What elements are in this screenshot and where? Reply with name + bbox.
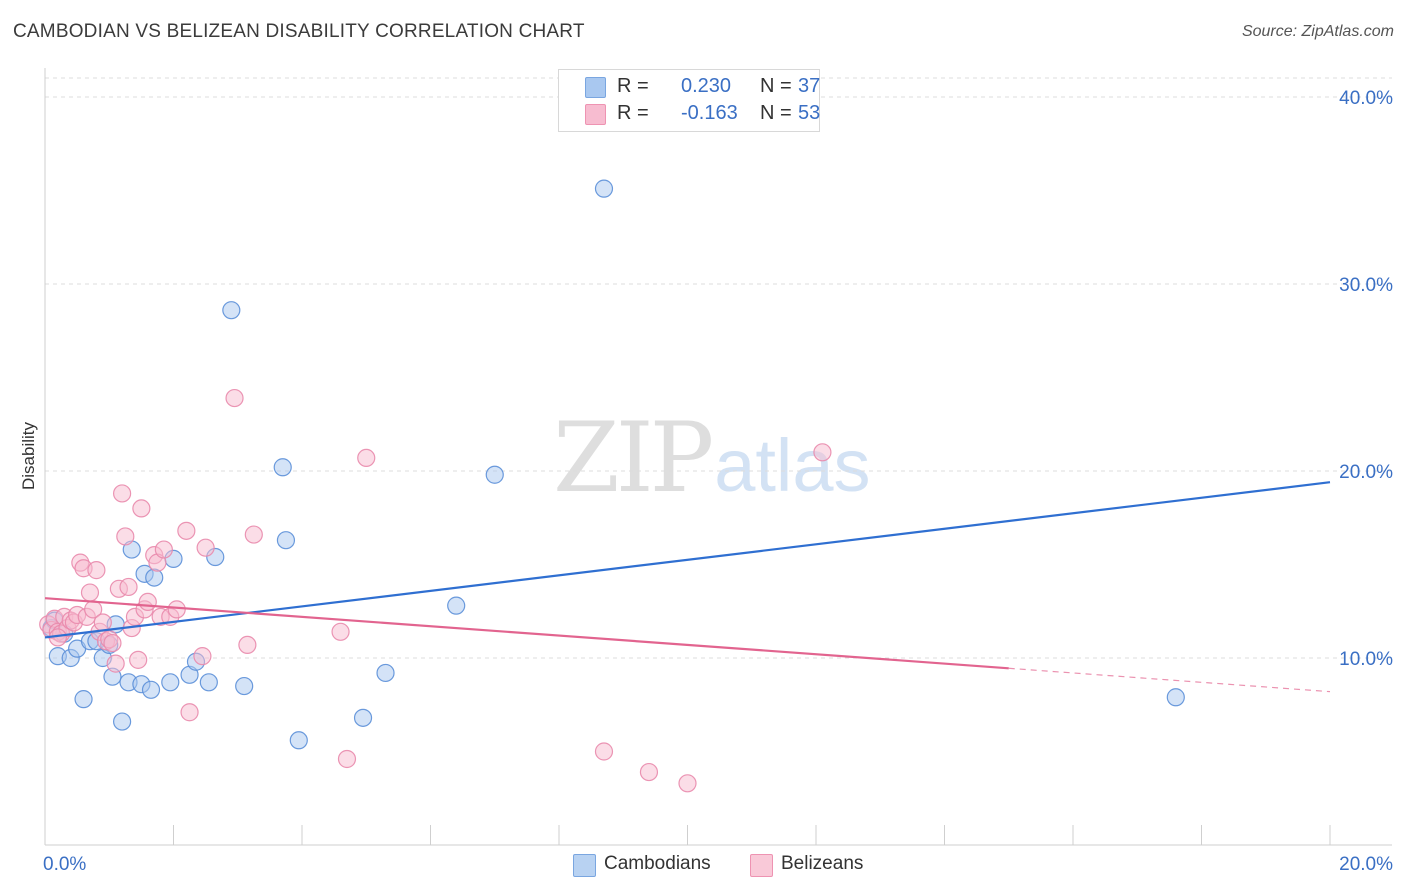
belizeans-point bbox=[331, 622, 350, 641]
belizeans-trend-line-extrapolated bbox=[1008, 667, 1331, 693]
legend-swatch-belizeans bbox=[750, 854, 773, 877]
cambodians-point bbox=[273, 458, 292, 477]
legend-r-value: 0.230 bbox=[681, 75, 732, 97]
belizeans-point bbox=[80, 583, 100, 602]
legend-r-label: R = bbox=[617, 75, 649, 97]
belizeans-point bbox=[813, 443, 832, 462]
belizeans-point bbox=[357, 448, 376, 468]
belizeans-point bbox=[196, 538, 215, 557]
belizeans-point bbox=[225, 388, 244, 408]
belizeans-point bbox=[116, 527, 135, 546]
y-tick-label: 30.0% bbox=[1339, 275, 1393, 296]
belizeans-point bbox=[112, 484, 132, 503]
y-axis-label: Disability bbox=[19, 421, 38, 490]
cambodians-point bbox=[145, 568, 164, 587]
belizeans-point bbox=[244, 525, 263, 544]
axes bbox=[44, 68, 1392, 846]
y-tick-label: 40.0% bbox=[1339, 88, 1393, 109]
x-tick-label: 20.0% bbox=[1339, 854, 1393, 875]
legend-label-cambodians: Cambodians bbox=[604, 853, 711, 874]
belizeans-point bbox=[87, 561, 106, 580]
x-tick-label: 0.0% bbox=[43, 854, 86, 875]
legend-r-value: -0.163 bbox=[681, 102, 738, 124]
belizeans-point bbox=[119, 577, 138, 597]
stats-legend: R = 0.230 N = 37 R = -0.163 N = 53 bbox=[558, 69, 820, 132]
cambodians-point bbox=[485, 465, 504, 484]
belizeans-point bbox=[337, 749, 357, 769]
grid-lines bbox=[45, 77, 1392, 659]
belizeans-point bbox=[103, 633, 122, 653]
legend-swatch-cambodians bbox=[573, 854, 596, 877]
belizeans-trend-line bbox=[44, 597, 1009, 670]
cambodians-point bbox=[353, 708, 373, 727]
y-tick-label: 10.0% bbox=[1339, 649, 1393, 670]
belizeans-point bbox=[193, 647, 212, 666]
trend-lines bbox=[44, 481, 1331, 693]
belizeans-point bbox=[639, 762, 659, 782]
cambodians-point bbox=[289, 731, 308, 750]
legend-label-belizeans: Belizeans bbox=[781, 853, 864, 874]
y-tick-labels: 10.0% 20.0% 30.0% 40.0% bbox=[1339, 88, 1393, 670]
cambodians-point bbox=[141, 680, 161, 699]
cambodians-point bbox=[74, 690, 93, 709]
y-tick-label: 20.0% bbox=[1339, 462, 1393, 483]
belizeans-point bbox=[154, 540, 173, 559]
legend-r-label: R = bbox=[617, 102, 649, 124]
cambodians-point bbox=[222, 301, 241, 320]
belizeans-point bbox=[138, 592, 157, 612]
cambodians-point bbox=[1166, 688, 1185, 707]
legend-swatch-cambodians bbox=[585, 77, 606, 98]
cambodians-points bbox=[42, 179, 1185, 750]
legend-swatch-belizeans bbox=[585, 104, 606, 125]
belizeans-point bbox=[678, 774, 697, 793]
belizeans-point bbox=[238, 635, 257, 655]
cambodians-trend-line bbox=[44, 481, 1331, 639]
cambodians-point bbox=[199, 673, 218, 692]
cambodians-point bbox=[235, 676, 254, 696]
belizeans-point bbox=[129, 650, 148, 669]
belizeans-point bbox=[594, 742, 614, 761]
belizeans-point bbox=[106, 654, 125, 673]
chart-title: CAMBODIAN VS BELIZEAN DISABILITY CORRELA… bbox=[13, 21, 585, 42]
legend-n-label: N = bbox=[760, 75, 792, 97]
cambodians-point bbox=[112, 712, 132, 731]
belizeans-point bbox=[93, 613, 112, 632]
cambodians-point bbox=[276, 531, 296, 550]
source-label: Source: ZipAtlas.com bbox=[1241, 23, 1394, 40]
cambodians-point bbox=[376, 663, 395, 683]
belizeans-point bbox=[132, 499, 151, 518]
belizeans-point bbox=[177, 521, 196, 540]
cambodians-point bbox=[594, 179, 614, 198]
x-tick-labels: 0.0% 20.0% bbox=[43, 854, 1393, 875]
legend-n-label: N = bbox=[760, 102, 792, 124]
legend-n-value: 37 bbox=[798, 75, 821, 97]
belizeans-point bbox=[167, 600, 186, 619]
cambodians-point bbox=[447, 596, 466, 615]
cambodians-point bbox=[161, 673, 180, 692]
legend-n-value: 53 bbox=[798, 102, 821, 124]
belizeans-point bbox=[180, 703, 199, 722]
